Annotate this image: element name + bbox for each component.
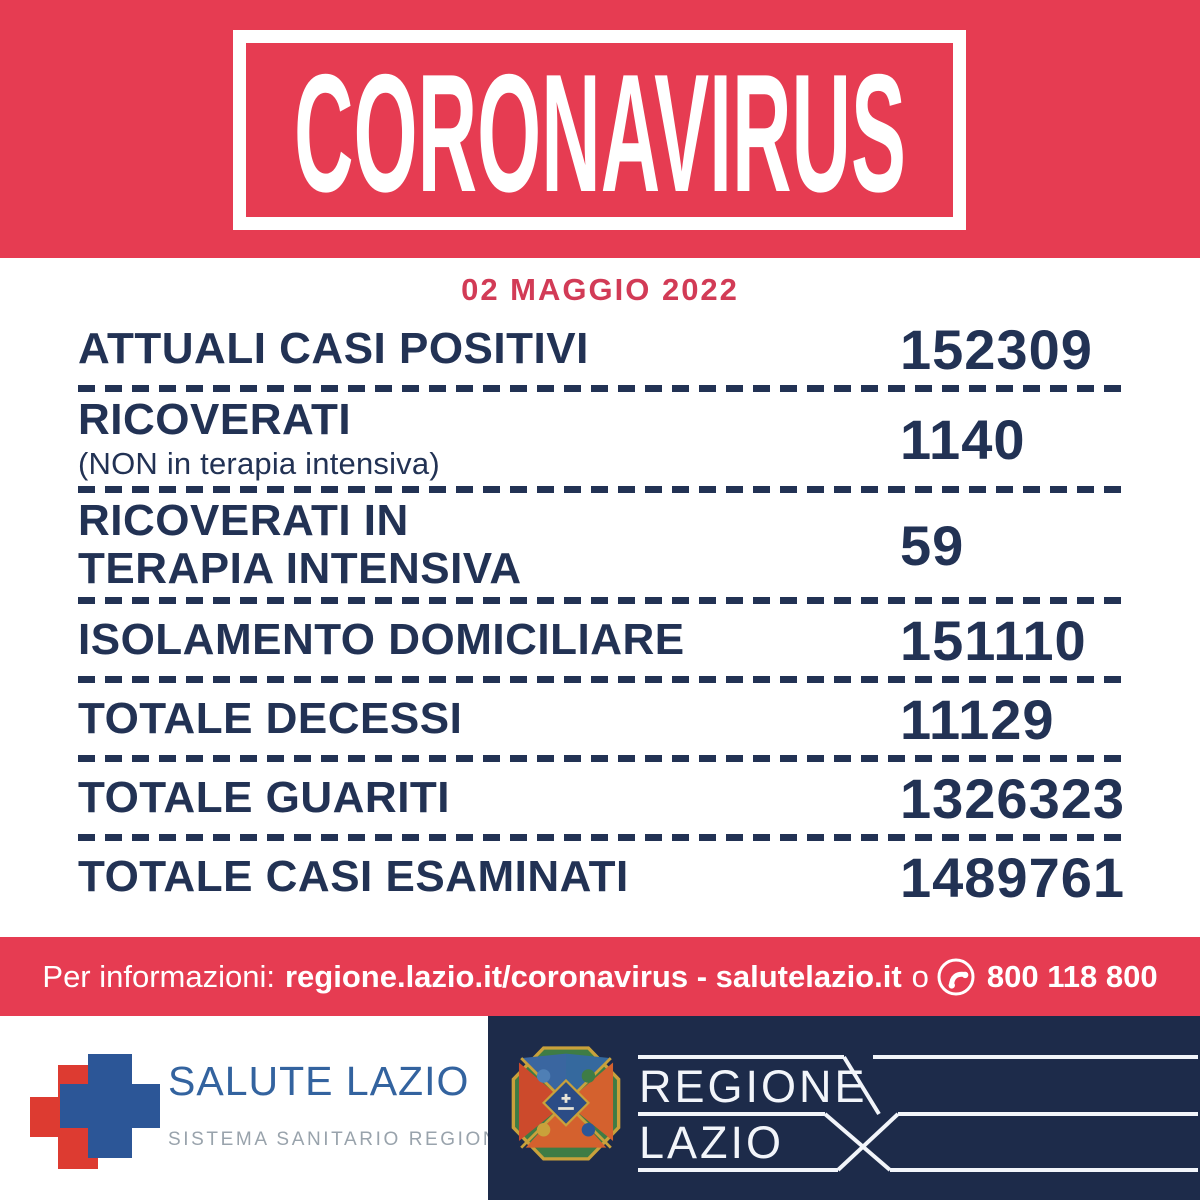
title-box: CORONAVIRUS bbox=[233, 30, 966, 230]
info-connector: o bbox=[911, 958, 929, 994]
row-label: RICOVERATI bbox=[78, 395, 352, 445]
salute-lazio-tagline: SISTEMA SANITARIO REGIONALE bbox=[168, 1129, 543, 1150]
phone-number: 800 118 800 bbox=[986, 958, 1158, 994]
row-label: ATTUALI CASI POSITIVI bbox=[78, 324, 589, 374]
table-row: TOTALE DECESSI 11129 bbox=[78, 686, 1122, 752]
table-row: ATTUALI CASI POSITIVI 152309 bbox=[78, 316, 1122, 382]
row-value: 152309 bbox=[900, 317, 1093, 381]
dashed-divider bbox=[78, 755, 1122, 762]
info-prefix: Per informazioni: bbox=[42, 958, 275, 994]
regione-lazio-wordmark: REGIONE LAZIO bbox=[638, 1055, 1198, 1172]
dashed-divider bbox=[78, 385, 1122, 392]
row-sublabel: (NON in terapia intensiva) bbox=[78, 445, 440, 481]
bottom-logos: SALUTE LAZIO SISTEMA SANITARIO REGIONALE bbox=[0, 1016, 1200, 1200]
regione-lazio-panel: REGIONE LAZIO bbox=[488, 1016, 1200, 1200]
regione-label: REGIONE bbox=[639, 1061, 868, 1112]
table-row: RICOVERATI (NON in terapia intensiva) 11… bbox=[78, 395, 1122, 483]
header-band: CORONAVIRUS bbox=[0, 0, 1200, 258]
dashed-divider bbox=[78, 597, 1122, 604]
page-title: CORONAVIRUS bbox=[294, 46, 906, 214]
row-value: 1326323 bbox=[900, 766, 1126, 830]
row-value: 1489761 bbox=[900, 845, 1126, 909]
row-label: ISOLAMENTO DOMICILIARE bbox=[78, 615, 685, 665]
lazio-label: LAZIO bbox=[639, 1117, 784, 1168]
table-row: TOTALE GUARITI 1326323 bbox=[78, 765, 1126, 831]
info-band: Per informazioni: regione.lazio.it/coron… bbox=[0, 937, 1200, 1016]
row-label: TOTALE CASI ESAMINATI bbox=[78, 852, 629, 902]
dashed-divider bbox=[78, 834, 1122, 841]
table-row: ISOLAMENTO DOMICILIARE 151110 bbox=[78, 607, 1122, 673]
stats-table: ATTUALI CASI POSITIVI 152309 RICOVERATI … bbox=[78, 316, 1126, 910]
table-row: TOTALE CASI ESAMINATI 1489761 bbox=[78, 844, 1126, 910]
table-row: RICOVERATI IN TERAPIA INTENSIVA 59 bbox=[78, 496, 1122, 594]
row-value: 1140 bbox=[900, 407, 1026, 471]
salute-lazio-panel: SALUTE LAZIO SISTEMA SANITARIO REGIONALE bbox=[0, 1016, 543, 1200]
phone-icon bbox=[935, 956, 977, 998]
row-label: RICOVERATI IN TERAPIA INTENSIVA bbox=[78, 496, 522, 593]
row-value: 59 bbox=[900, 513, 965, 577]
dashed-divider bbox=[78, 676, 1122, 683]
coronavirus-headline: CORONAVIRUS bbox=[294, 46, 906, 214]
regione-lazio-crest-icon bbox=[511, 1046, 621, 1161]
row-label: TOTALE GUARITI bbox=[78, 773, 451, 823]
info-links: regione.lazio.it/coronavirus - salutelaz… bbox=[284, 958, 902, 994]
dashed-divider bbox=[78, 486, 1122, 493]
double-cross-icon bbox=[30, 1054, 180, 1169]
row-label: TOTALE DECESSI bbox=[78, 694, 463, 744]
row-value: 151110 bbox=[900, 608, 1087, 672]
report-date: 02 MAGGIO 2022 bbox=[461, 272, 739, 307]
salute-lazio-name: SALUTE LAZIO bbox=[168, 1058, 470, 1104]
row-value: 11129 bbox=[900, 687, 1055, 751]
